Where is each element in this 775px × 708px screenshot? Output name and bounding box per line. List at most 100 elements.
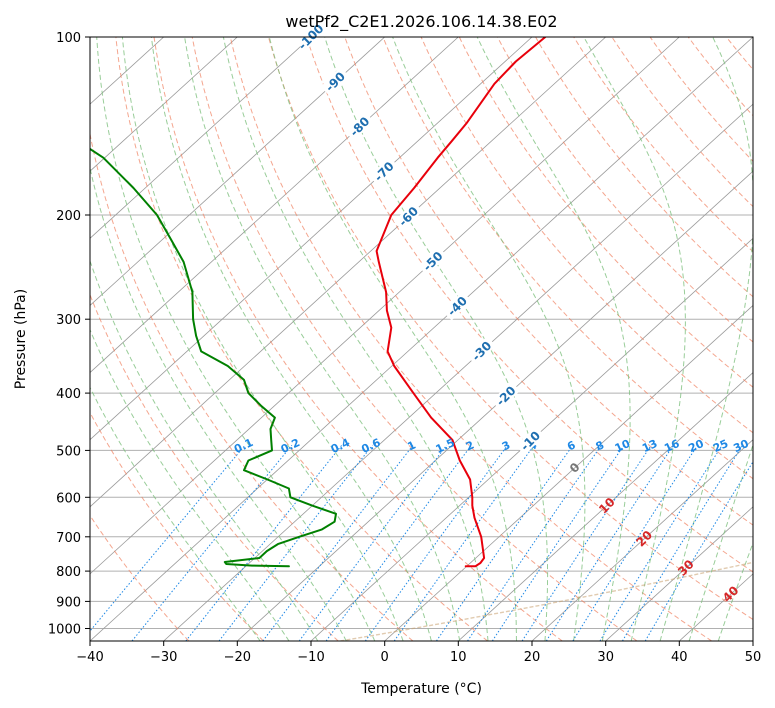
dewpoint-profile bbox=[90, 147, 337, 568]
mixing-ratio-label: 30 bbox=[731, 437, 751, 455]
isotherm-label-bg bbox=[515, 426, 545, 456]
y-tick-label: 800 bbox=[56, 565, 81, 580]
x-tick-label: −10 bbox=[297, 650, 324, 665]
mixing-ratio-line bbox=[644, 460, 753, 641]
mixing-ratio-line bbox=[131, 444, 293, 641]
mixing-ratio-label: 10 bbox=[613, 437, 633, 455]
y-axis-label: Pressure (hPa) bbox=[13, 289, 29, 389]
moist-adiabat-line bbox=[90, 165, 347, 641]
dry-adiabat-line bbox=[229, 37, 712, 641]
isotherm-line bbox=[90, 37, 680, 575]
isotherm-label-bg bbox=[393, 201, 423, 231]
y-tick-label: 700 bbox=[56, 531, 81, 546]
moist-adiabat-line bbox=[717, 541, 753, 641]
isotherm-label-bg bbox=[466, 336, 496, 366]
isotherm-line bbox=[384, 304, 753, 641]
moist-adiabat-line bbox=[392, 37, 586, 641]
mixing-ratio-line bbox=[298, 444, 448, 641]
isotherm-label-bg bbox=[418, 246, 448, 276]
moist-adiabat-line bbox=[184, 37, 461, 641]
y-tick-label: 600 bbox=[56, 491, 81, 506]
mixing-ratio-line bbox=[435, 444, 574, 641]
x-tick-label: 40 bbox=[671, 650, 688, 665]
moist-adiabat-line bbox=[688, 443, 753, 641]
y-tick-label: 400 bbox=[56, 387, 81, 402]
mixing-ratio-label: 20 bbox=[686, 437, 706, 455]
x-tick-label: 30 bbox=[597, 650, 614, 665]
y-tick-label: 100 bbox=[56, 31, 81, 46]
isotherm-line bbox=[90, 37, 533, 441]
moist-adiabat-line bbox=[90, 328, 290, 641]
mixing-ratio-line bbox=[185, 444, 343, 641]
dry-adiabat-line bbox=[535, 37, 753, 298]
mixing-ratio-line bbox=[325, 444, 472, 641]
dry-adiabat-line bbox=[90, 131, 414, 641]
dry-adiabat-line bbox=[268, 37, 753, 621]
isotherm-line bbox=[531, 439, 753, 641]
mixing-ratio-line bbox=[262, 444, 414, 641]
mixing-ratio-line bbox=[599, 444, 723, 641]
y-tick-label: 500 bbox=[56, 444, 81, 459]
mixing-ratio-line bbox=[90, 444, 246, 632]
dry-adiabat-line bbox=[765, 37, 775, 641]
isotherm-line bbox=[163, 103, 753, 641]
isotherm-label-bg bbox=[320, 67, 350, 97]
dry-adiabat-line bbox=[344, 37, 753, 526]
mixing-ratio-label: 13 bbox=[640, 437, 659, 455]
x-axis-label: Temperature (°C) bbox=[360, 681, 482, 697]
isotherm-line bbox=[90, 37, 385, 307]
mixing-ratio-label: 25 bbox=[711, 437, 730, 455]
x-tick-label: −20 bbox=[224, 650, 251, 665]
x-tick-label: −30 bbox=[150, 650, 177, 665]
isotherm-line bbox=[90, 37, 459, 374]
isotherm-label-bg bbox=[442, 291, 472, 321]
moist-adiabat-line bbox=[324, 37, 549, 641]
isotherm-line bbox=[458, 371, 753, 641]
isotherm-line bbox=[752, 640, 753, 641]
y-tick-label: 900 bbox=[56, 595, 81, 610]
dry-adiabat-line bbox=[496, 37, 753, 343]
isotherm-line bbox=[90, 37, 238, 172]
mixing-ratio-line bbox=[572, 444, 699, 641]
isotherm-line bbox=[90, 37, 606, 508]
dry-adiabat-line bbox=[458, 37, 753, 388]
mixing-ratio-line bbox=[491, 444, 625, 641]
y-tick-label: 200 bbox=[56, 209, 81, 224]
moist-adiabat-line bbox=[583, 37, 686, 641]
dry-adiabat-line bbox=[649, 37, 753, 162]
moist-adiabat-line bbox=[659, 37, 753, 641]
y-tick-label: 300 bbox=[56, 313, 81, 328]
x-tick-label: 20 bbox=[524, 650, 541, 665]
mixing-ratio-label: 16 bbox=[662, 437, 682, 455]
moist-adiabat-line bbox=[90, 259, 319, 641]
isotherm-line bbox=[90, 37, 312, 239]
chart-title: wetPf2_C2E1.2026.106.14.38.E02 bbox=[285, 12, 557, 32]
isotherm-label-bg bbox=[491, 381, 521, 411]
dry-adiabat-line bbox=[382, 37, 753, 480]
isotherm-line bbox=[605, 506, 753, 641]
temperature-profile bbox=[375, 37, 547, 568]
isotherm-line bbox=[90, 37, 753, 641]
dry-adiabat-line bbox=[90, 293, 339, 641]
x-tick-label: 0 bbox=[381, 650, 389, 665]
dry-adiabat-line bbox=[90, 514, 190, 641]
mixing-ratio-line bbox=[545, 444, 674, 641]
dry-adiabat-line bbox=[191, 37, 638, 641]
moist-adiabat-line bbox=[268, 37, 517, 641]
dry-adiabat-line bbox=[306, 37, 753, 573]
moist-adiabat-line bbox=[222, 37, 489, 641]
isotherm-label-bg bbox=[344, 111, 374, 141]
mixing-ratio-line bbox=[621, 444, 744, 641]
isotherm-line bbox=[237, 170, 753, 641]
dry-adiabat-line bbox=[115, 37, 488, 641]
x-tick-label: 10 bbox=[450, 650, 467, 665]
x-tick-label: −40 bbox=[76, 650, 103, 665]
dry-adiabat-line bbox=[420, 37, 753, 434]
moist-adiabat-line bbox=[90, 386, 261, 641]
mixing-ratio-line bbox=[521, 444, 652, 641]
moist-adiabat-line bbox=[476, 37, 631, 641]
y-tick-label: 1000 bbox=[48, 623, 81, 638]
x-tick-label: 50 bbox=[745, 650, 762, 665]
isotherm-label-bg bbox=[369, 156, 399, 186]
